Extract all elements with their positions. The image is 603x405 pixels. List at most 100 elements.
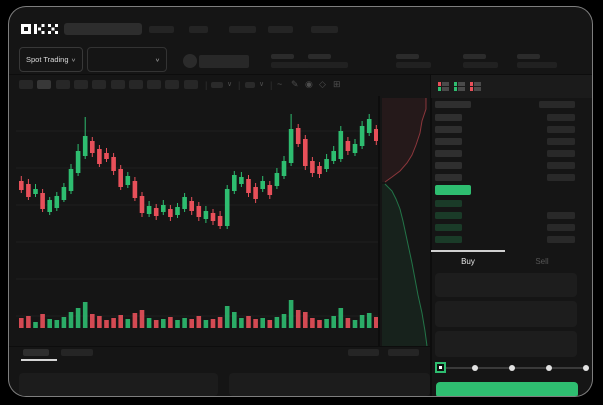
timeframe-button[interactable] [147,80,162,89]
chevron-down-icon[interactable]: ∨ [227,81,233,88]
candle-body [54,196,60,208]
pair-dropdown[interactable]: ∨ [87,47,167,72]
slider-handle[interactable] [435,362,446,373]
ask-price-placeholder[interactable] [435,138,462,145]
chevron-down-icon[interactable]: ∨ [259,81,265,88]
orderbook-toolbar [431,75,592,98]
slider-stop-dot[interactable] [583,365,589,371]
market-type-dropdown[interactable]: Spot Trading ∨ [19,47,83,72]
nav-item-placeholder[interactable] [268,26,293,33]
bottom-control[interactable] [348,349,379,356]
nav-item-placeholder[interactable] [311,26,338,33]
stat-label-placeholder [517,54,540,59]
settings-icon[interactable]: ◇ [319,79,326,89]
pencil-icon[interactable]: ✎ [291,79,299,89]
wave-icon[interactable]: ~ [277,79,283,89]
amount-slider[interactable] [435,359,592,377]
depth-bids-area [382,184,427,346]
search-input[interactable] [64,23,142,35]
ask-price-placeholder[interactable] [435,150,462,157]
timeframe-button[interactable] [110,80,125,89]
expand-icon[interactable]: ⊞ [333,79,341,89]
volume-bar [196,316,202,328]
book-asks-icon[interactable] [470,81,481,92]
timeframe-button[interactable] [92,80,107,89]
nav-item-placeholder[interactable] [189,26,208,33]
okx-logo[interactable] [21,24,59,35]
volume-bar [61,317,67,328]
bottom-tab[interactable] [61,349,93,356]
indicator-dropdown[interactable] [211,82,223,88]
ask-price-placeholder[interactable] [435,114,462,121]
candle-body [132,181,138,198]
stat-value-placeholder [271,62,311,68]
timeframe-button[interactable] [19,80,33,89]
total-field[interactable] [435,331,577,357]
timeframe-button[interactable] [165,80,180,89]
amount-field[interactable] [435,301,577,327]
candle-body [196,206,202,217]
volume-bar [246,316,251,328]
bid-amount-placeholder [547,236,575,243]
indicator-dropdown[interactable] [245,82,255,88]
volume-bar [168,317,173,328]
bid-price-placeholder[interactable] [435,212,462,219]
timeframe-button[interactable] [128,80,143,89]
ask-amount-placeholder [547,174,575,181]
orderbook-header-amount [539,101,575,108]
candle-body [182,197,187,209]
volume-bar [288,300,294,328]
ask-price-placeholder[interactable] [435,126,462,133]
candle-body [288,129,294,163]
candle-body [374,129,379,141]
slider-stop-dot[interactable] [472,365,478,371]
tab-sell[interactable]: Sell [535,257,549,266]
candle-body [82,136,88,156]
book-both-icon[interactable] [438,81,449,92]
timeframe-button[interactable] [55,80,70,89]
depth-asks-area [382,98,426,182]
nav-item-placeholder[interactable] [149,26,174,33]
bid-price-placeholder[interactable] [435,236,462,243]
buy-tab-underline [431,250,505,252]
timeframe-button[interactable] [183,80,198,89]
ask-price-placeholder[interactable] [435,174,462,181]
slider-track[interactable] [441,367,589,369]
candle-body [232,175,237,191]
slider-stop-dot[interactable] [546,365,552,371]
bid-price-placeholder[interactable] [435,200,462,207]
buy-submit-button[interactable] [436,382,578,396]
nav-item-placeholder[interactable] [229,26,256,33]
timeframe-button[interactable] [37,80,52,89]
candle-body [146,206,152,214]
price-field[interactable] [435,273,577,297]
candle-body [210,213,216,221]
volume-bar [232,312,237,328]
bid-price-placeholder[interactable] [435,224,462,231]
candle-body [331,151,336,161]
camera-icon[interactable]: ◉ [305,79,313,89]
volume-bar [203,320,209,328]
bottom-control[interactable] [388,349,419,356]
volume-bar [303,312,308,328]
market-type-label: Spot Trading [26,55,69,64]
volume-bar [153,320,159,328]
volume-bar [345,318,351,328]
bottom-tab-active[interactable] [23,349,49,356]
book-bids-icon[interactable] [454,81,465,92]
volume-bar [317,320,322,328]
chevron-down-icon: ∨ [154,57,160,63]
candle-body [125,176,131,185]
timeframe-button[interactable] [73,80,88,89]
candle-body [253,187,258,199]
candle-body [111,157,116,171]
volume-bar [210,319,216,328]
tab-buy[interactable]: Buy [461,257,475,266]
coin-avatar [183,54,197,68]
slider-stop-dot[interactable] [509,365,515,371]
toolbar-divider: | [205,80,208,90]
depth-asks-line [384,98,427,183]
candle-body [175,207,180,215]
candlestick-chart[interactable] [16,96,379,346]
ask-price-placeholder[interactable] [435,162,462,169]
